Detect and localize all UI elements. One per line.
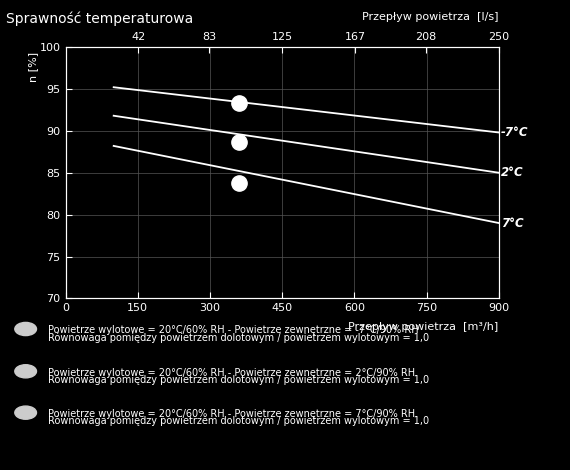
Text: Powietrze wylotowe = 20°C/60% RH - Powietrze zewnętrzne = 2°C/90% RH: Powietrze wylotowe = 20°C/60% RH - Powie… <box>48 368 416 377</box>
Text: Przepływ powietrza  [m³/h]: Przepływ powietrza [m³/h] <box>348 322 499 332</box>
Text: 2°C: 2°C <box>501 166 524 179</box>
Text: Powietrze wylotowe = 20°C/60% RH - Powietrze zewnętrzne = -7°C/90% RH: Powietrze wylotowe = 20°C/60% RH - Powie… <box>48 325 419 335</box>
Text: 7°C: 7°C <box>501 217 524 229</box>
Text: Równowaga pomiędzy powietrzem dolotowym / powietrzem wylotowym = 1,0: Równowaga pomiędzy powietrzem dolotowym … <box>48 375 430 385</box>
Text: Równowaga pomiędzy powietrzem dolotowym / powietrzem wylotowym = 1,0: Równowaga pomiędzy powietrzem dolotowym … <box>48 332 430 343</box>
Text: Równowaga pomiędzy powietrzem dolotowym / powietrzem wylotowym = 1,0: Równowaga pomiędzy powietrzem dolotowym … <box>48 416 430 426</box>
Text: -7°C: -7°C <box>501 126 528 139</box>
Text: n [%]: n [%] <box>28 52 38 82</box>
Text: Powietrze wylotowe = 20°C/60% RH - Powietrze zewnętrzne = 7°C/90% RH: Powietrze wylotowe = 20°C/60% RH - Powie… <box>48 409 416 419</box>
Text: Przepływ powietrza  [l/s]: Przepływ powietrza [l/s] <box>363 12 499 22</box>
Text: Sprawność temperaturowa: Sprawność temperaturowa <box>6 12 193 26</box>
